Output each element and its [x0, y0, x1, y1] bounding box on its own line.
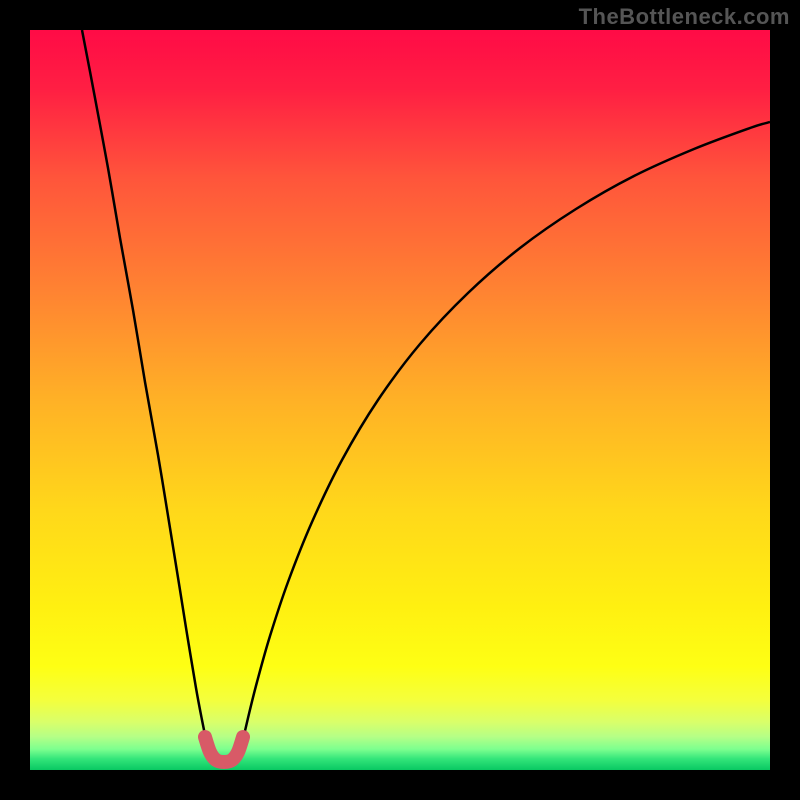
- watermark-text: TheBottleneck.com: [579, 4, 790, 30]
- gradient-background: [30, 30, 770, 770]
- chart-frame: TheBottleneck.com: [0, 0, 800, 800]
- bottleneck-chart: [0, 0, 800, 800]
